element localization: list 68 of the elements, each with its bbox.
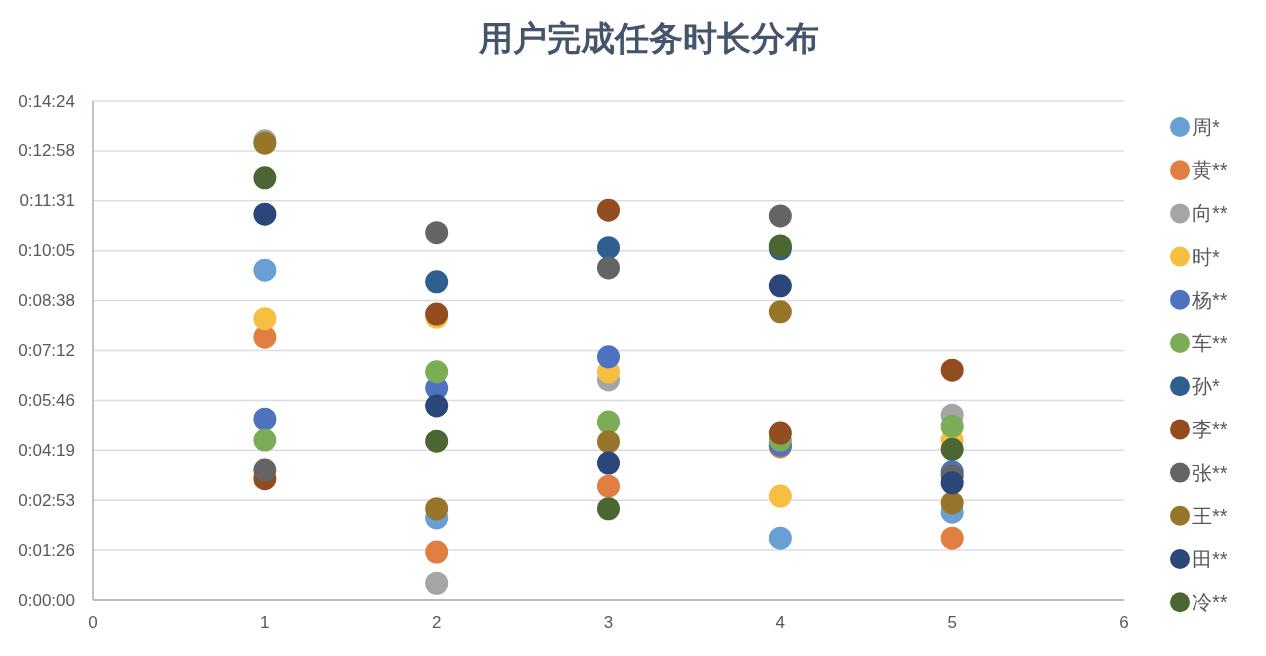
legend-label: 张**	[1192, 461, 1228, 484]
legend-label: 黄**	[1192, 159, 1228, 182]
point	[425, 221, 449, 245]
point	[425, 571, 449, 595]
point	[425, 360, 449, 384]
x-tick-label: 3	[603, 613, 614, 632]
point	[940, 491, 964, 515]
point	[940, 526, 964, 550]
point	[425, 497, 449, 521]
point	[768, 526, 792, 550]
legend-label: 王**	[1192, 504, 1228, 527]
point	[597, 474, 620, 498]
point	[940, 414, 964, 438]
point	[768, 204, 792, 228]
point	[253, 202, 277, 226]
x-tick-label: 0	[88, 613, 98, 632]
point	[940, 358, 964, 382]
point	[597, 497, 620, 521]
point	[597, 236, 620, 260]
legend-label: 向**	[1192, 202, 1228, 225]
point	[597, 451, 620, 475]
point	[253, 407, 277, 431]
point	[940, 471, 964, 495]
point	[253, 458, 277, 482]
legend-label: 车**	[1192, 332, 1228, 354]
y-tick-label: 0:04:19	[18, 440, 75, 460]
y-tick-label: 0:14:24	[18, 91, 75, 111]
y-tick-label: 0:01:26	[18, 540, 75, 560]
point	[597, 198, 620, 222]
legend-label: 杨**	[1191, 288, 1228, 311]
x-tick-label: 2	[431, 613, 442, 632]
point	[768, 484, 792, 508]
y-tick-label: 0:12:58	[18, 141, 75, 161]
x-tick-label: 4	[775, 613, 786, 632]
point	[425, 394, 449, 418]
y-tick-label: 0:05:46	[18, 390, 75, 410]
x-tick-label: 1	[260, 613, 270, 632]
chart-title: 用户完成任务时长分布	[477, 19, 819, 57]
point	[425, 270, 449, 294]
legend-label: 田**	[1192, 548, 1228, 570]
point	[597, 410, 620, 434]
point	[597, 345, 620, 369]
y-tick-label: 0:02:53	[18, 490, 75, 510]
point	[768, 274, 792, 298]
x-tick-label: 5	[947, 613, 957, 632]
point	[597, 256, 620, 280]
legend-label: 孙*	[1192, 375, 1220, 398]
point	[253, 307, 277, 331]
y-tick-label: 0:07:12	[18, 341, 75, 360]
point	[425, 429, 449, 453]
point	[253, 258, 277, 282]
y-tick-label: 0:08:38	[18, 291, 75, 311]
point	[425, 540, 449, 564]
point	[768, 300, 792, 324]
legend-label: 李**	[1192, 418, 1228, 441]
legend-label: 冷**	[1192, 591, 1228, 614]
legend-label: 周*	[1192, 116, 1220, 138]
point	[597, 430, 620, 454]
point	[768, 421, 792, 445]
y-tick-label: 0:00:00	[18, 590, 75, 610]
y-tick-label: 0:10:05	[18, 241, 75, 261]
point	[253, 325, 277, 349]
x-tick-label: 6	[1119, 613, 1129, 632]
point	[940, 437, 964, 461]
point	[253, 428, 277, 452]
y-tick-label: 0:11:31	[19, 191, 75, 211]
legend-label: 时*	[1192, 245, 1220, 268]
point	[253, 166, 277, 190]
